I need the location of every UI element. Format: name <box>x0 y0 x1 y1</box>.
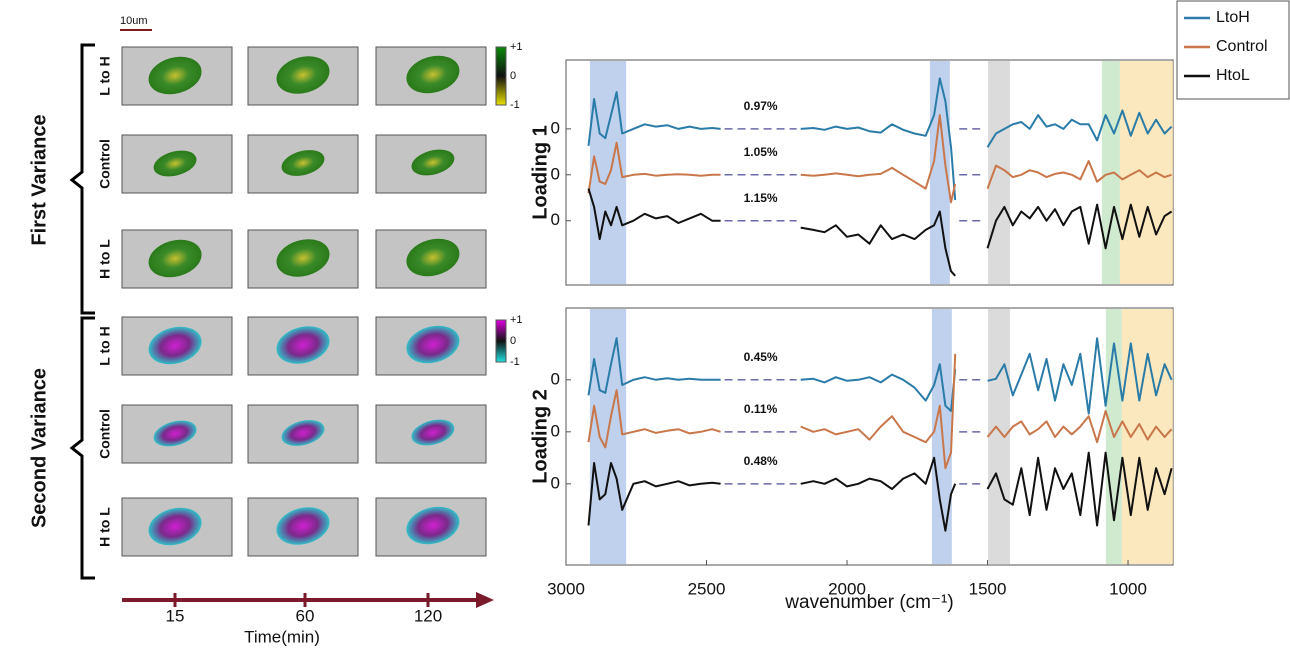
spectrum-line <box>589 453 1172 531</box>
variance-label: 0.97% <box>744 99 778 113</box>
y-tick-label: 0 <box>551 118 560 137</box>
x-tick-label: 1000 <box>1109 579 1147 598</box>
colorbar-label: 0 <box>510 335 516 347</box>
time-arrow-head <box>476 592 494 608</box>
y-axis-label: Loading 2 <box>529 389 551 483</box>
x-tick-label: 1500 <box>969 579 1007 598</box>
colorbar-label: -1 <box>510 356 520 368</box>
brace <box>72 45 95 313</box>
row-label: L to H <box>97 56 113 95</box>
colorbar <box>496 47 506 105</box>
y-axis-label: Loading 1 <box>529 125 551 219</box>
row-label: H to L <box>97 239 113 279</box>
variance-label: 1.05% <box>744 145 778 159</box>
spectrum-line <box>589 78 1172 200</box>
group-label: Second Variance <box>28 368 50 528</box>
variance-label: 0.48% <box>744 454 778 468</box>
time-tick-label: 60 <box>296 606 315 625</box>
time-tick-label: 15 <box>166 606 185 625</box>
spectrum-line <box>589 189 1172 276</box>
variance-label: 0.45% <box>744 350 778 364</box>
variance-label: 0.11% <box>744 402 778 416</box>
variance-label: 1.15% <box>744 191 778 205</box>
row-label: L to H <box>97 326 113 365</box>
x-tick-label: 2500 <box>688 579 726 598</box>
y-tick-label: 0 <box>551 369 560 388</box>
highlight-band <box>1120 61 1173 284</box>
legend-label: Control <box>1216 38 1268 55</box>
spectrum-line <box>589 354 1172 468</box>
colorbar-label: +1 <box>510 41 523 53</box>
time-axis-label: Time(min) <box>244 627 320 646</box>
colorbar-label: +1 <box>510 314 523 326</box>
y-tick-label: 0 <box>551 473 560 492</box>
legend-label: HtoL <box>1216 67 1250 84</box>
x-axis-label: wavenumber (cm⁻¹) <box>784 592 953 613</box>
time-tick-label: 120 <box>414 606 442 625</box>
legend-label: LtoH <box>1216 9 1250 26</box>
row-label: Control <box>97 139 113 189</box>
spectrum-line <box>589 338 1172 413</box>
plot-frame <box>566 308 1173 565</box>
colorbar <box>496 320 506 362</box>
y-tick-label: 0 <box>551 210 560 229</box>
highlight-band <box>988 309 1010 564</box>
plot-frame <box>566 60 1173 285</box>
row-label: H to L <box>97 507 113 547</box>
row-label: Control <box>97 409 113 459</box>
y-tick-label: 0 <box>551 164 560 183</box>
scale-bar-label: 10um <box>120 15 148 27</box>
figure: 10um First Variance L to H Control H to L +1… <box>0 0 1290 648</box>
colorbar-label: 0 <box>510 70 516 82</box>
colorbar-label: -1 <box>510 99 520 111</box>
x-tick-label: 3000 <box>547 579 585 598</box>
brace <box>72 318 95 578</box>
group-label: First Variance <box>28 114 50 245</box>
y-tick-label: 0 <box>551 421 560 440</box>
